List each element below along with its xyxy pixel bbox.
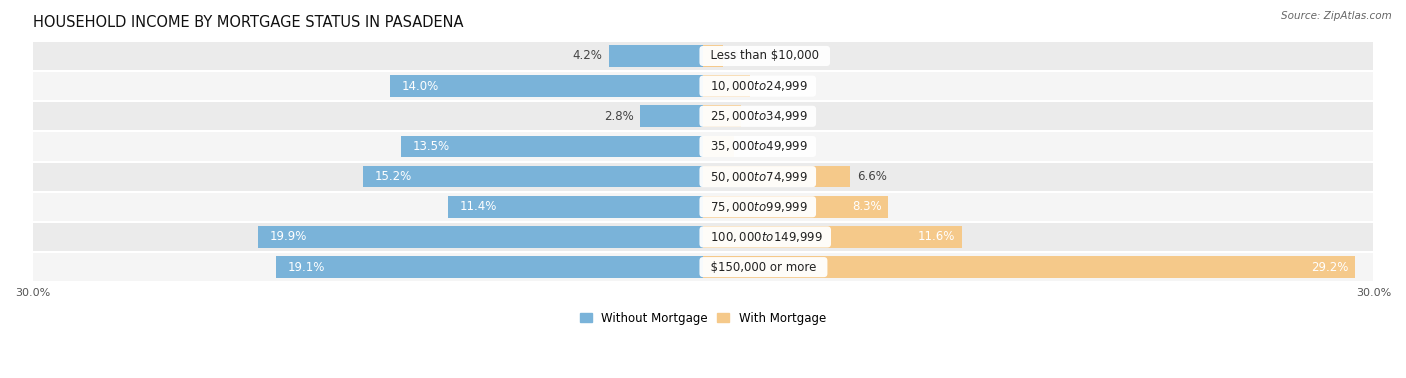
Bar xyxy=(703,136,734,157)
Bar xyxy=(703,45,723,67)
Bar xyxy=(32,161,1374,192)
Text: $25,000 to $34,999: $25,000 to $34,999 xyxy=(703,109,813,123)
Text: 1.7%: 1.7% xyxy=(748,110,778,123)
Text: 14.0%: 14.0% xyxy=(401,80,439,93)
Text: 2.8%: 2.8% xyxy=(605,110,634,123)
Text: 15.2%: 15.2% xyxy=(374,170,412,183)
Bar xyxy=(703,105,741,127)
Text: Source: ZipAtlas.com: Source: ZipAtlas.com xyxy=(1281,11,1392,21)
Bar xyxy=(32,101,1374,132)
Bar xyxy=(363,166,703,187)
Bar xyxy=(32,71,1374,101)
Bar xyxy=(401,136,703,157)
Bar xyxy=(276,256,703,278)
Bar xyxy=(640,105,703,127)
Bar xyxy=(703,256,1355,278)
Text: 0.91%: 0.91% xyxy=(730,50,768,62)
Text: 4.2%: 4.2% xyxy=(572,50,602,62)
Text: $50,000 to $74,999: $50,000 to $74,999 xyxy=(703,170,813,184)
Bar xyxy=(703,75,749,97)
Text: $100,000 to $149,999: $100,000 to $149,999 xyxy=(703,230,828,244)
Text: 8.3%: 8.3% xyxy=(852,200,882,213)
Bar xyxy=(703,196,889,218)
Text: 19.1%: 19.1% xyxy=(287,260,325,274)
Bar xyxy=(259,226,703,248)
Text: Less than $10,000: Less than $10,000 xyxy=(703,50,827,62)
Bar xyxy=(32,41,1374,71)
Bar xyxy=(32,132,1374,161)
Text: 29.2%: 29.2% xyxy=(1312,260,1348,274)
Bar xyxy=(703,226,962,248)
Text: 13.5%: 13.5% xyxy=(412,140,450,153)
Bar xyxy=(32,252,1374,282)
Bar xyxy=(32,192,1374,222)
Bar xyxy=(32,222,1374,252)
Text: 11.6%: 11.6% xyxy=(918,231,956,243)
Text: HOUSEHOLD INCOME BY MORTGAGE STATUS IN PASADENA: HOUSEHOLD INCOME BY MORTGAGE STATUS IN P… xyxy=(32,15,463,30)
Bar xyxy=(609,45,703,67)
Bar xyxy=(389,75,703,97)
Text: 19.9%: 19.9% xyxy=(270,231,307,243)
Text: 1.4%: 1.4% xyxy=(741,140,770,153)
Bar xyxy=(703,166,851,187)
Text: $10,000 to $24,999: $10,000 to $24,999 xyxy=(703,79,813,93)
Text: 6.6%: 6.6% xyxy=(858,170,887,183)
Text: $35,000 to $49,999: $35,000 to $49,999 xyxy=(703,139,813,153)
Text: 11.4%: 11.4% xyxy=(460,200,496,213)
Text: $150,000 or more: $150,000 or more xyxy=(703,260,824,274)
Legend: Without Mortgage, With Mortgage: Without Mortgage, With Mortgage xyxy=(575,307,831,329)
Bar xyxy=(449,196,703,218)
Text: 2.1%: 2.1% xyxy=(756,80,786,93)
Text: $75,000 to $99,999: $75,000 to $99,999 xyxy=(703,200,813,214)
